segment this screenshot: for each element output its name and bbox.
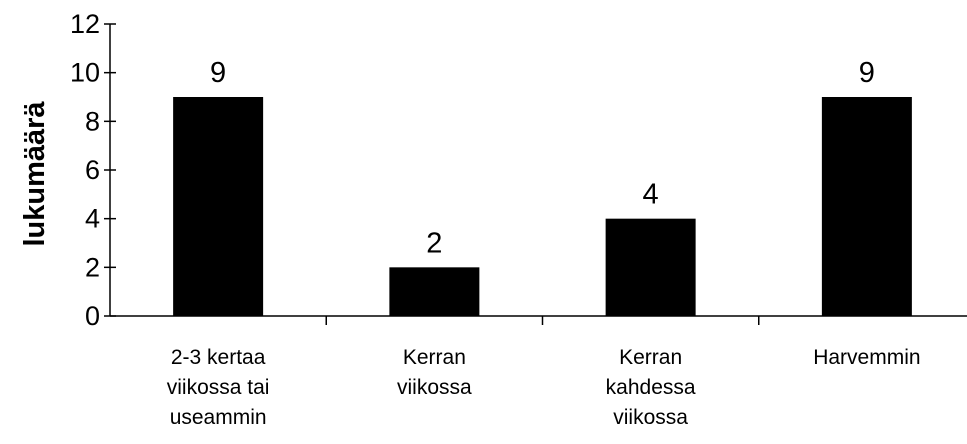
category-label-line: Kerran — [619, 346, 682, 369]
category-label-line: Harvemmin — [813, 346, 920, 369]
bar — [821, 97, 912, 316]
category-label: Kerran viikossa — [397, 346, 472, 399]
y-tick-label: 8 — [85, 106, 100, 136]
bar — [605, 218, 696, 316]
bar — [173, 97, 264, 316]
category-labels: 2-3 kertaa viikossa tai useammin Kerran viik… — [167, 346, 921, 429]
data-label: 9 — [859, 57, 875, 89]
category-label-line: 2-3 kertaa — [171, 346, 266, 369]
category-label-line: viikossa — [397, 376, 472, 399]
category-label-line: useammin — [170, 406, 267, 429]
data-label: 2 — [426, 227, 442, 259]
category-label: Kerran kahdessa viikossa — [606, 346, 696, 429]
category-label: 2-3 kertaa viikossa tai useammin — [167, 346, 270, 429]
bars — [173, 97, 912, 316]
y-tick-label: 4 — [85, 204, 100, 234]
data-label: 9 — [210, 57, 226, 89]
y-tick-label: 2 — [85, 252, 100, 282]
y-tick-label: 6 — [85, 155, 100, 185]
category-label-line: viikossa — [613, 406, 688, 429]
category-label-line: kahdessa — [606, 376, 696, 399]
y-tick-label: 10 — [70, 58, 100, 88]
y-tick-label: 0 — [85, 301, 100, 331]
category-label-line: Kerran — [403, 346, 466, 369]
y-tick-labels: 0 2 4 6 8 10 12 — [70, 9, 100, 331]
y-tick-label: 12 — [70, 9, 100, 39]
category-label: Harvemmin — [813, 346, 920, 369]
bar — [389, 267, 480, 316]
data-labels: 9 2 4 9 — [210, 57, 875, 259]
y-axis-label: lukumäärä — [19, 101, 51, 247]
category-label-line: viikossa tai — [167, 376, 270, 399]
data-label: 4 — [643, 179, 659, 211]
